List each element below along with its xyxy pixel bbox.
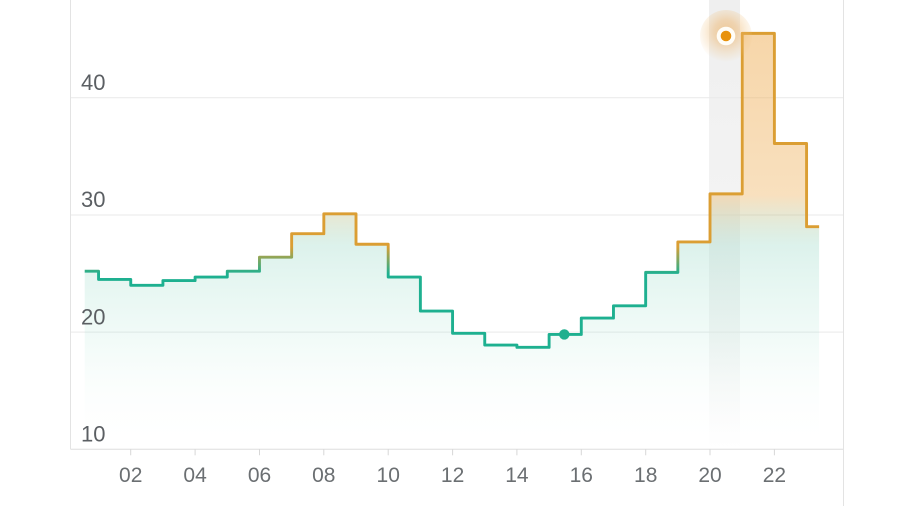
svg-text:22: 22 — [763, 464, 786, 487]
svg-text:18: 18 — [634, 464, 657, 487]
svg-text:10: 10 — [377, 464, 400, 487]
svg-text:30: 30 — [81, 187, 105, 212]
svg-text:20: 20 — [698, 464, 721, 487]
svg-text:04: 04 — [183, 464, 207, 487]
svg-text:14: 14 — [505, 464, 529, 487]
svg-text:16: 16 — [570, 464, 593, 487]
svg-text:12: 12 — [441, 464, 464, 487]
svg-text:06: 06 — [248, 464, 271, 487]
svg-text:08: 08 — [312, 464, 335, 487]
svg-text:02: 02 — [119, 464, 142, 487]
svg-text:20: 20 — [81, 305, 105, 330]
svg-text:40: 40 — [81, 70, 105, 95]
svg-text:10: 10 — [81, 422, 105, 447]
